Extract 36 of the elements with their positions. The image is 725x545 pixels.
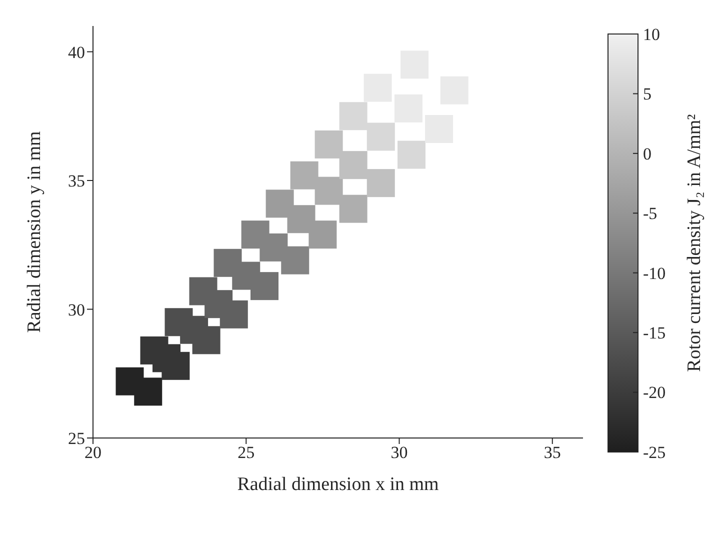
y-axis-title: Radial dimension y in mm <box>24 130 45 333</box>
point <box>220 300 248 328</box>
color-bar-label: 5 <box>643 84 652 104</box>
color-bar-title: Rotor current density J₂ in A/mm² <box>684 114 705 372</box>
x-tick-label: 25 <box>238 443 255 462</box>
point <box>250 272 278 300</box>
x-tick-label: 20 <box>84 443 102 462</box>
color-bar-label: -20 <box>643 383 666 402</box>
point <box>314 176 343 205</box>
color-bar-label: 0 <box>643 144 652 164</box>
point <box>366 169 395 198</box>
point <box>314 130 343 158</box>
point <box>134 378 162 406</box>
point <box>339 102 368 130</box>
color-bar-label: 10 <box>643 24 660 44</box>
point <box>308 220 337 249</box>
color-bar-label: -15 <box>643 324 666 343</box>
point <box>364 74 392 102</box>
point <box>425 115 454 143</box>
point <box>366 122 395 151</box>
y-tick-label: 35 <box>68 172 85 191</box>
point <box>339 194 368 223</box>
x-tick-label: 35 <box>544 443 561 462</box>
y-tick-label: 40 <box>68 42 85 62</box>
point <box>290 161 318 190</box>
y-tick-label: 30 <box>68 300 85 320</box>
point <box>281 246 310 274</box>
point <box>398 140 426 169</box>
color-bar-label: -10 <box>643 264 666 283</box>
color-bar-label: -5 <box>643 204 658 224</box>
point <box>339 151 368 180</box>
x-axis-title: Radial dimension x in mm <box>237 474 440 495</box>
x-tick-label: 30 <box>390 443 408 462</box>
color-bar-label: -25 <box>643 442 666 462</box>
y-tick-label: 25 <box>68 429 85 448</box>
point <box>394 94 422 122</box>
